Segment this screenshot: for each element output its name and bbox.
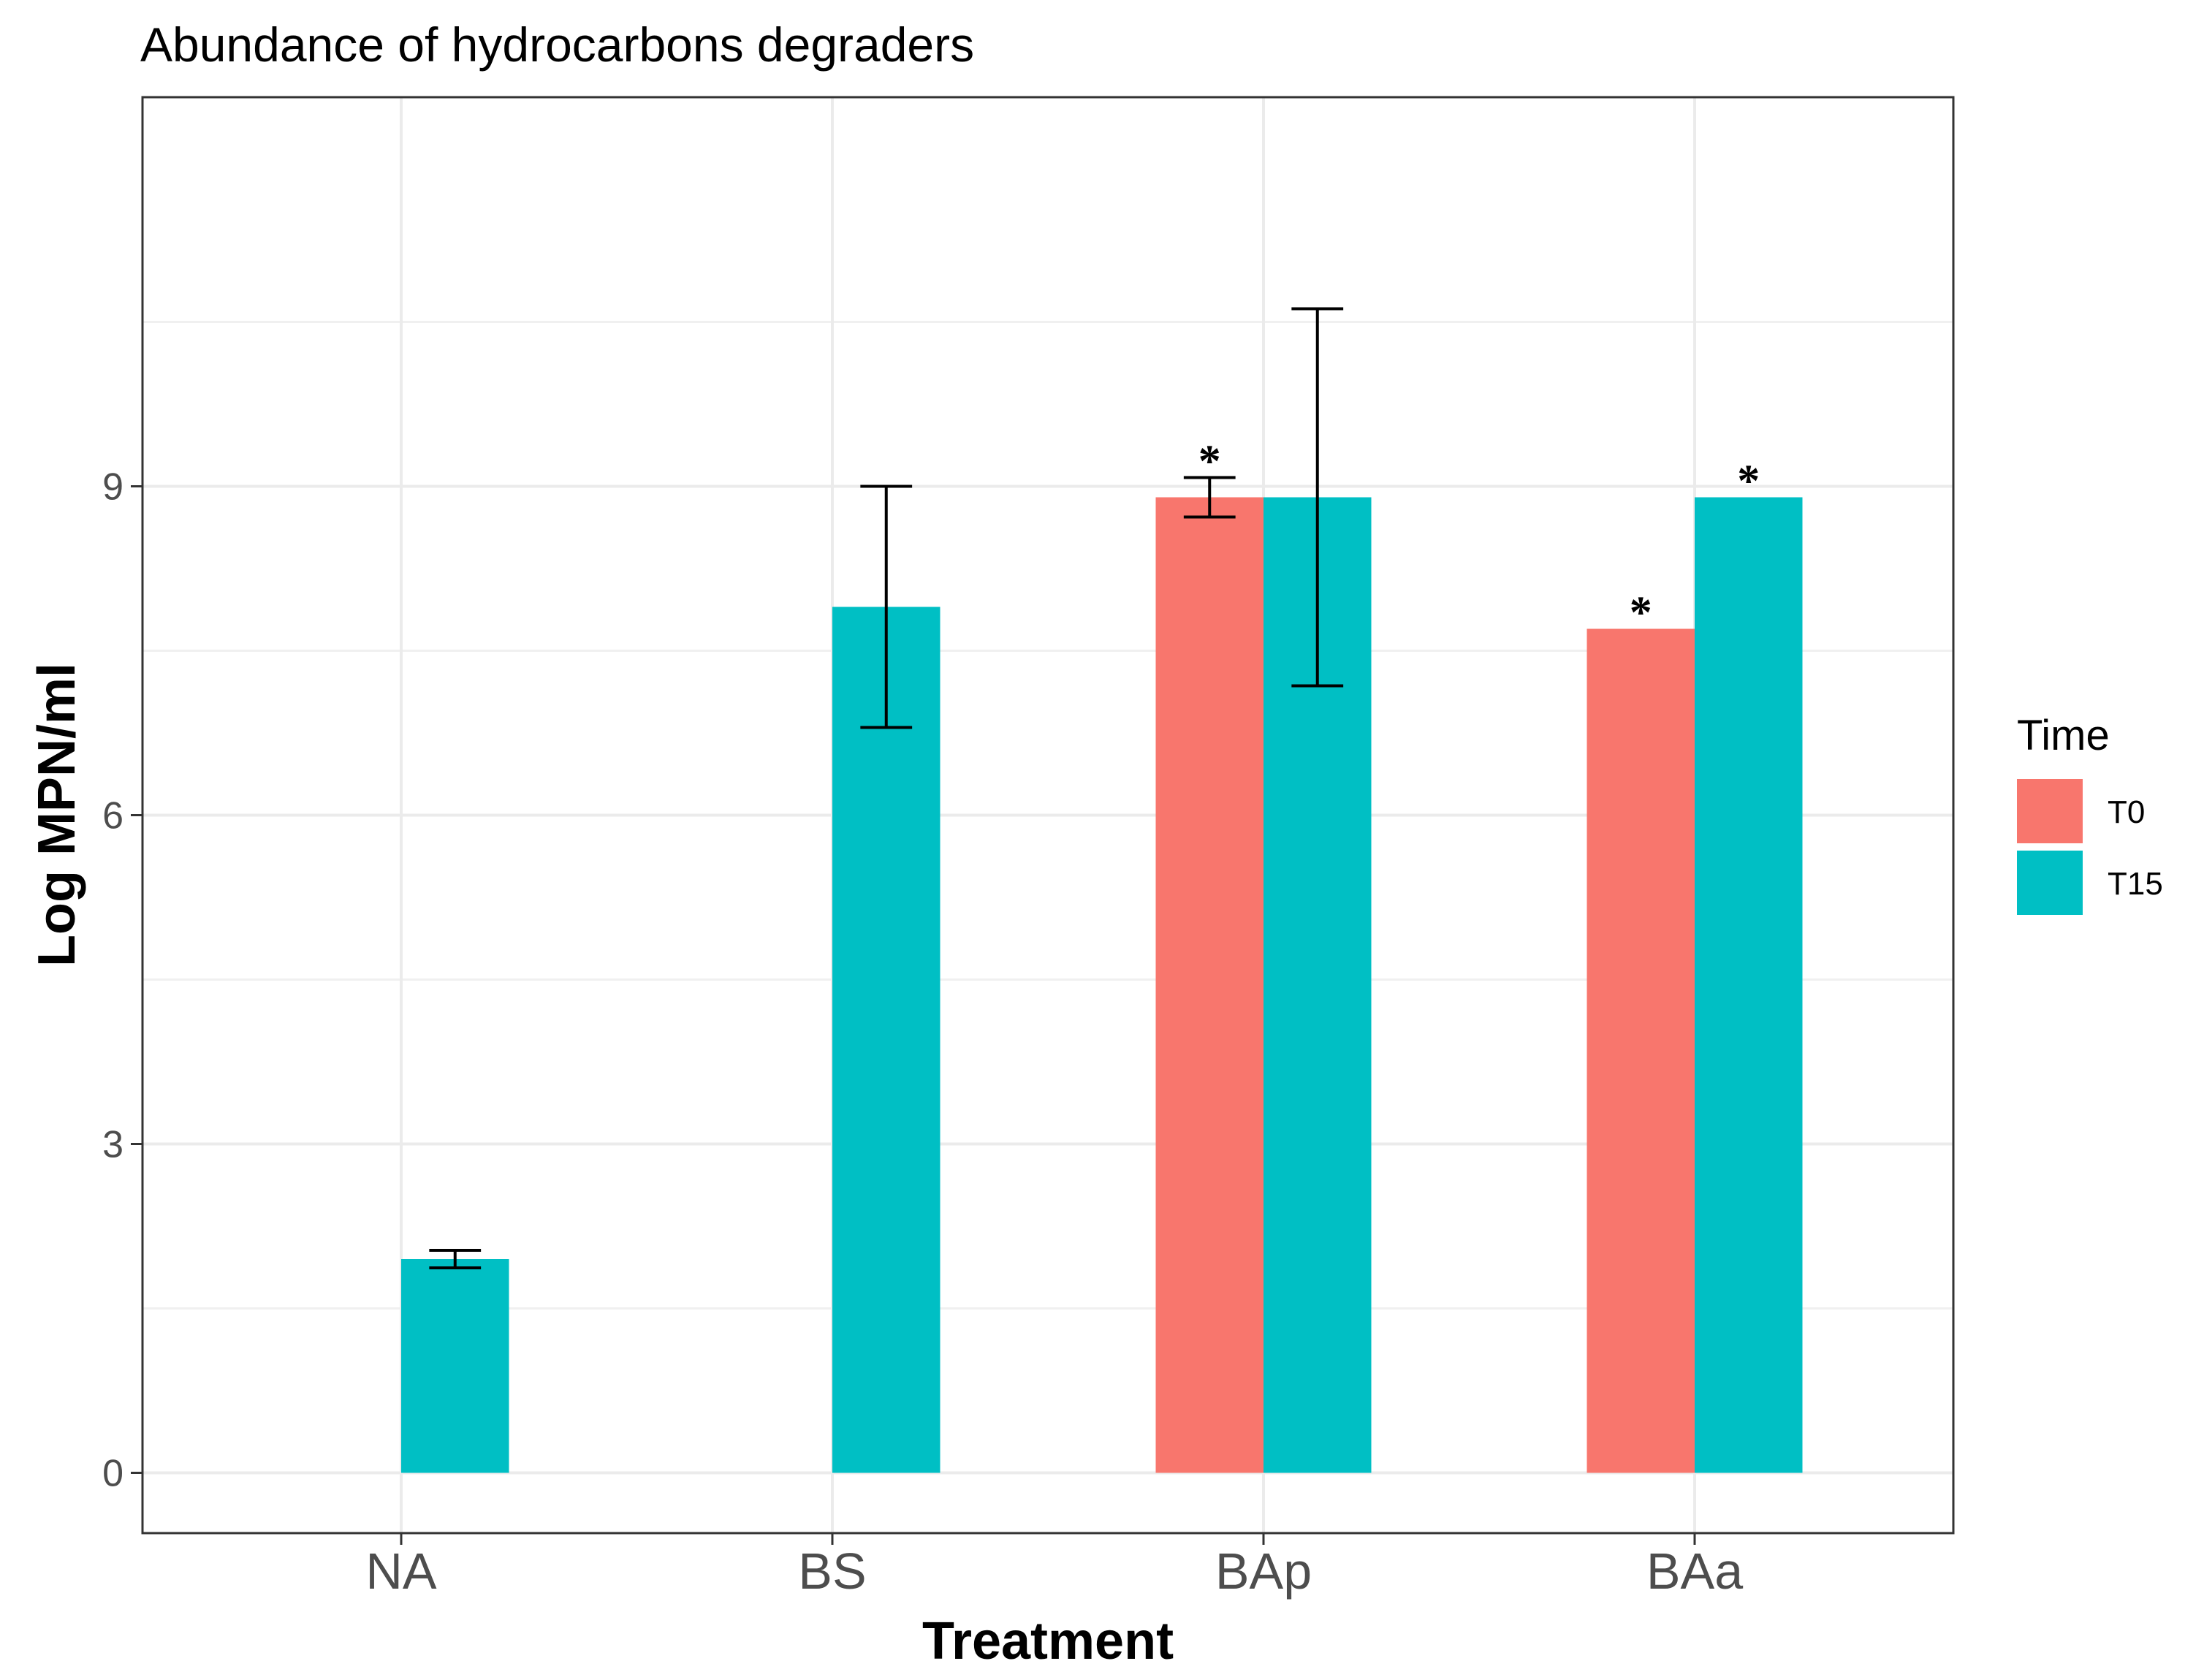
y-tick-label: 6 [102,795,123,837]
significance-asterisk: * [1630,588,1652,638]
bar-T0-BAa [1586,628,1695,1473]
x-axis: NA BS BAp BAa [365,1533,1743,1600]
bars [401,497,1803,1473]
legend-label: T0 [2108,794,2145,830]
legend-key-T0 [2017,779,2083,843]
x-axis-title: Treatment [922,1612,1174,1671]
legend-key-T15 [2017,851,2083,915]
error-bar [860,484,913,729]
y-tick-label: 9 [102,466,123,509]
bar-T0-BAp [1155,497,1264,1473]
chart-title: Abundance of hydrocarbons degraders [140,18,974,72]
legend-label: T15 [2108,866,2163,902]
legend: Time T0 T15 [2017,712,2163,915]
y-axis: 0 3 6 9 [102,466,142,1495]
bar-T15-BAa [1695,497,1803,1473]
error-bar [1291,307,1344,688]
legend-title: Time [2017,712,2110,759]
y-axis-title: Log MPN/ml [28,663,86,967]
x-tick-label: BAp [1215,1543,1312,1600]
significance-marks: * * * [1198,437,1760,638]
bar-T15-NA [401,1259,509,1473]
y-tick-label: 3 [102,1124,123,1166]
error-bars [429,307,1344,1269]
bar-T15-BS [832,607,940,1473]
x-tick-label: NA [365,1543,437,1600]
significance-asterisk: * [1737,457,1760,506]
error-bar [1183,476,1236,519]
x-tick-label: BAa [1646,1543,1743,1600]
x-tick-label: BS [798,1543,866,1600]
significance-asterisk: * [1198,437,1221,487]
error-bar [429,1249,482,1269]
y-tick-label: 0 [102,1453,123,1495]
